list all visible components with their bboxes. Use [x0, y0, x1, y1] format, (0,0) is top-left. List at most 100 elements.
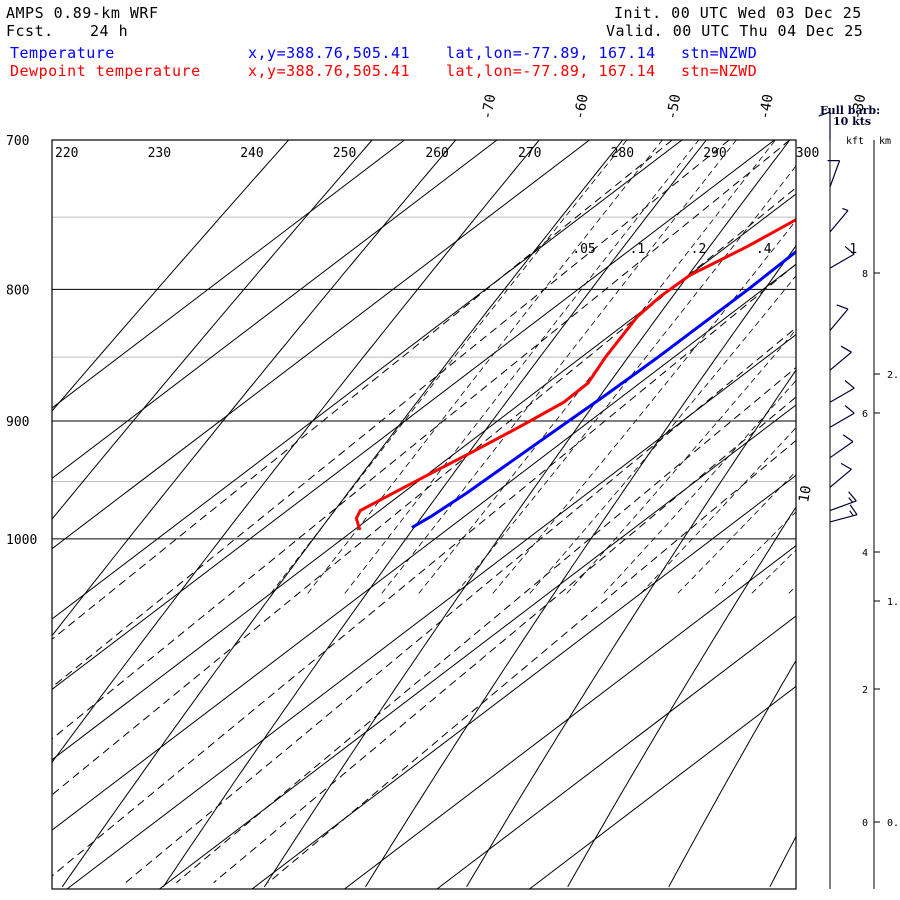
mixing-ratio-label: .1: [630, 242, 646, 257]
temperature-profile: [411, 249, 796, 529]
legend-temperature-xy: x,y=388.76,505.41: [248, 44, 411, 62]
moist-adiabat: [566, 329, 796, 594]
dewpoint-profile: [354, 217, 796, 531]
dry-adiabat-280: [466, 369, 796, 888]
isotherm--10: [66, 334, 796, 889]
wind-barb-feather: [849, 504, 858, 516]
moist-adiabat: [714, 511, 796, 594]
wind-barb-staff: [829, 412, 855, 428]
isotherm--30: [52, 193, 796, 761]
wind-barb-feather: [849, 510, 854, 517]
wind-barb-feather: [840, 345, 852, 353]
wind-barb: [829, 434, 854, 459]
theta-label: 270: [518, 146, 541, 161]
wind-barb-staff: [829, 387, 855, 403]
kft-tick-label: 6: [862, 409, 868, 420]
isotherm-40: [529, 685, 796, 889]
dry-adiabat-320: [871, 140, 900, 887]
mixing-ratio-line: [52, 187, 796, 796]
init-time: Init. 00 UTC Wed 03 Dec 25: [614, 4, 862, 22]
mixing-ratio-label: .4: [756, 242, 772, 257]
pressure-tick-label: 900: [6, 415, 29, 430]
kft-tick-label: 0: [862, 818, 868, 829]
wind-barb: [829, 504, 858, 523]
dry-adiabat-260: [263, 140, 791, 888]
moist-adiabat: [381, 140, 737, 594]
wind-barb: [829, 462, 852, 488]
legend-temperature-name: Temperature: [10, 44, 115, 62]
theta-label: 230: [148, 146, 171, 161]
theta-label: 260: [425, 146, 448, 161]
dry-adiabat-290: [567, 506, 796, 888]
moist-adiabat: [492, 219, 796, 594]
wind-barb: [829, 304, 849, 331]
km-tick-label: 2.: [887, 370, 899, 381]
barb-legend-line2: 10 kts: [833, 115, 871, 128]
wind-speed-label: 10: [796, 484, 815, 503]
mixing-ratio-label: 1: [849, 242, 857, 257]
dry-adiabat-270: [365, 245, 796, 888]
mixing-ratio-line: [52, 140, 791, 740]
wind-barb-staff: [829, 500, 857, 512]
wind-barb-staff: [829, 253, 855, 269]
wind-barb: [829, 207, 849, 233]
mixing-ratio-line: [213, 396, 796, 884]
wind-barb-staff: [829, 468, 852, 488]
isotherm--80: [52, 140, 405, 409]
legend-dewpoint-name: Dewpoint temperature: [10, 62, 201, 80]
pressure-tick-label: 800: [6, 283, 29, 298]
legend-temperature-latlon: lat,lon=-77.89, 167.14: [446, 44, 656, 62]
wind-barb-staff: [829, 351, 852, 371]
moist-adiabat: [344, 140, 700, 594]
wind-barb-staff: [829, 308, 849, 331]
wind-barb: [829, 245, 855, 269]
moist-adiabat: [751, 549, 796, 594]
dry-adiabat-210: [52, 140, 373, 520]
dry-adiabat-310: [769, 835, 796, 888]
wind-barb: [818, 111, 831, 140]
temperature-tick-label: -50: [664, 93, 684, 121]
model-title: AMPS 0.89-km WRF: [6, 4, 159, 22]
wind-barb-feather: [844, 380, 855, 389]
theta-label: 290: [703, 146, 726, 161]
isotherm--60: [52, 140, 590, 550]
temperature-tick-label: -70: [479, 93, 499, 121]
dry-adiabat-250: [162, 140, 707, 888]
forecast-label: Fcst.: [6, 22, 54, 40]
dry-adiabat-220: [52, 140, 457, 637]
isotherm--40: [52, 140, 775, 691]
temperature-tick-label: -40: [757, 93, 777, 121]
isotherm--50: [52, 140, 683, 620]
wind-barb-staff: [829, 210, 849, 233]
mixing-ratio-line: [52, 140, 673, 640]
moist-adiabat: [640, 427, 796, 594]
mixing-ratio-line: [52, 263, 796, 877]
wind-barb-staff: [829, 160, 841, 188]
moist-adiabat: [529, 275, 796, 594]
km-label: km: [879, 136, 891, 147]
km-tick-label: 1.: [887, 597, 899, 608]
wind-barb: [829, 405, 855, 428]
isotherm-0: [159, 404, 796, 889]
temperature-tick-label: -30: [849, 93, 869, 121]
wind-barb-feather: [844, 405, 855, 414]
moist-adiabat: [307, 140, 663, 594]
dry-adiabat-230: [52, 140, 540, 764]
mixing-ratio-label: .2: [691, 242, 707, 257]
wind-barb-feather: [842, 434, 854, 443]
wind-barb-feather: [848, 497, 854, 503]
barb-legend-line1: Full barb:: [820, 104, 880, 117]
dry-adiabat-300: [668, 659, 796, 888]
isotherm--70: [52, 140, 498, 480]
moist-adiabat: [788, 585, 796, 594]
moist-adiabat: [455, 165, 796, 594]
legend-dewpoint-xy: x,y=388.76,505.41: [248, 62, 411, 80]
wind-barb: [829, 345, 852, 371]
mixing-ratio-line: [175, 366, 796, 884]
temperature-tick-label: -60: [572, 93, 592, 121]
pressure-tick-label: 700: [6, 134, 29, 149]
forecast-hour: 24 h: [90, 22, 129, 40]
theta-label: 300: [796, 146, 819, 161]
wind-barb: [827, 160, 841, 188]
